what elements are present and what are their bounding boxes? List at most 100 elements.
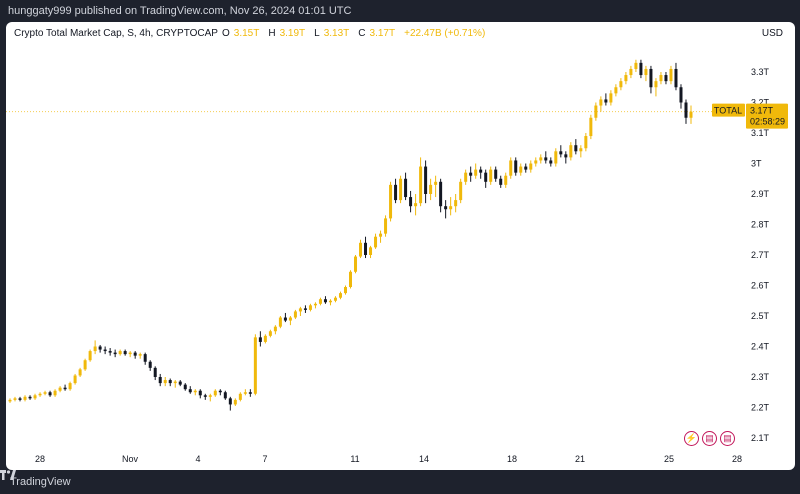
candle-body[interactable] xyxy=(48,392,52,396)
candle-body[interactable] xyxy=(664,75,668,82)
candle-body[interactable] xyxy=(384,218,388,234)
candle-body[interactable] xyxy=(88,351,92,361)
candle-body[interactable] xyxy=(28,396,32,399)
candle-body[interactable] xyxy=(108,351,112,353)
candle-body[interactable] xyxy=(544,157,548,161)
candle-body[interactable] xyxy=(509,160,513,176)
candle-body[interactable] xyxy=(298,308,302,312)
candle-body[interactable] xyxy=(419,166,423,204)
candle-body[interactable] xyxy=(409,197,413,207)
candle-body[interactable] xyxy=(213,390,217,396)
candle-body[interactable] xyxy=(414,203,418,207)
candle-body[interactable] xyxy=(38,393,42,396)
candle-body[interactable] xyxy=(434,181,438,185)
candle-body[interactable] xyxy=(308,305,312,310)
candle-body[interactable] xyxy=(504,175,508,185)
candle-body[interactable] xyxy=(118,351,122,355)
candle-body[interactable] xyxy=(449,206,453,210)
candle-body[interactable] xyxy=(424,166,428,194)
candle-body[interactable] xyxy=(123,351,127,355)
candle-body[interactable] xyxy=(644,68,648,76)
candle-body[interactable] xyxy=(489,169,493,182)
candle-body[interactable] xyxy=(549,160,553,164)
candle-body[interactable] xyxy=(93,346,97,352)
candle-body[interactable] xyxy=(389,184,393,219)
candle-body[interactable] xyxy=(103,349,107,352)
symbol-tag[interactable] xyxy=(712,103,745,117)
candle-body[interactable] xyxy=(208,395,212,397)
candle-body[interactable] xyxy=(328,300,332,303)
candle-body[interactable] xyxy=(143,354,147,362)
candle-body[interactable] xyxy=(674,68,678,88)
candle-body[interactable] xyxy=(163,380,167,384)
candle-body[interactable] xyxy=(33,395,37,399)
candle-body[interactable] xyxy=(23,396,27,400)
candle-body[interactable] xyxy=(499,178,503,185)
candle-body[interactable] xyxy=(579,148,583,152)
candle-body[interactable] xyxy=(313,303,317,306)
candle-body[interactable] xyxy=(404,178,408,198)
candle-body[interactable] xyxy=(379,233,383,237)
candle-body[interactable] xyxy=(589,117,593,137)
candle-body[interactable] xyxy=(399,178,403,201)
candle-body[interactable] xyxy=(283,317,287,321)
candle-body[interactable] xyxy=(43,392,47,394)
us-flag-icon[interactable]: ▤ xyxy=(720,431,735,446)
candle-body[interactable] xyxy=(559,151,563,155)
candle-body[interactable] xyxy=(133,352,137,356)
candle-body[interactable] xyxy=(479,169,483,173)
candle-body[interactable] xyxy=(263,335,267,342)
candle-body[interactable] xyxy=(469,172,473,176)
candle-body[interactable] xyxy=(58,387,62,391)
candle-body[interactable] xyxy=(459,181,463,201)
candle-body[interactable] xyxy=(519,166,523,173)
candle-body[interactable] xyxy=(439,181,443,207)
candle-body[interactable] xyxy=(574,145,578,152)
candle-body[interactable] xyxy=(679,87,683,103)
candlestick-chart[interactable]: 2.1T 2.2T 2.3T 2.4T 2.5T 2.6T 2.7T 2.8T 2.9T 3T 3.… xyxy=(6,22,795,470)
candle-body[interactable] xyxy=(444,206,448,210)
candle-body[interactable] xyxy=(218,390,222,393)
candle-body[interactable] xyxy=(624,75,628,82)
candle-body[interactable] xyxy=(233,399,237,405)
candle-body[interactable] xyxy=(78,369,82,376)
candle-body[interactable] xyxy=(554,151,558,164)
candle-body[interactable] xyxy=(223,392,227,399)
candle-body[interactable] xyxy=(514,160,518,173)
candle-body[interactable] xyxy=(198,390,202,396)
candle-body[interactable] xyxy=(8,399,12,402)
candle-body[interactable] xyxy=(228,398,232,405)
candle-body[interactable] xyxy=(268,331,272,336)
candle-body[interactable] xyxy=(454,200,458,207)
chart-panel[interactable]: 2.1T 2.2T 2.3T 2.4T 2.5T 2.6T 2.7T 2.8T 2.9T 3T 3.… xyxy=(6,22,795,470)
candle-body[interactable] xyxy=(258,337,262,342)
candle-body[interactable] xyxy=(343,287,347,294)
price-tag[interactable] xyxy=(746,103,788,129)
candle-body[interactable] xyxy=(83,360,87,370)
candle-body[interactable] xyxy=(494,169,498,179)
candle-body[interactable] xyxy=(614,87,618,94)
candle-body[interactable] xyxy=(429,184,433,194)
candle-body[interactable] xyxy=(619,81,623,88)
candle-body[interactable] xyxy=(659,75,663,82)
candle-body[interactable] xyxy=(18,398,22,400)
candle-body[interactable] xyxy=(684,102,688,118)
candle-body[interactable] xyxy=(173,381,177,384)
candle-body[interactable] xyxy=(158,377,162,384)
candle-body[interactable] xyxy=(138,354,142,356)
candle-body[interactable] xyxy=(73,375,77,384)
candle-body[interactable] xyxy=(474,169,478,176)
candle-body[interactable] xyxy=(193,390,197,393)
candle-body[interactable] xyxy=(484,172,488,182)
candle-body[interactable] xyxy=(369,247,373,255)
candle-body[interactable] xyxy=(569,145,573,158)
candle-body[interactable] xyxy=(464,172,468,182)
candle-body[interactable] xyxy=(178,381,182,385)
candle-body[interactable] xyxy=(248,392,252,394)
candle-body[interactable] xyxy=(98,346,102,350)
candle-body[interactable] xyxy=(243,392,247,394)
candle-body[interactable] xyxy=(594,105,598,118)
candle-body[interactable] xyxy=(649,68,653,88)
candle-body[interactable] xyxy=(359,242,363,257)
us-flag-icon[interactable]: ▤ xyxy=(702,431,717,446)
